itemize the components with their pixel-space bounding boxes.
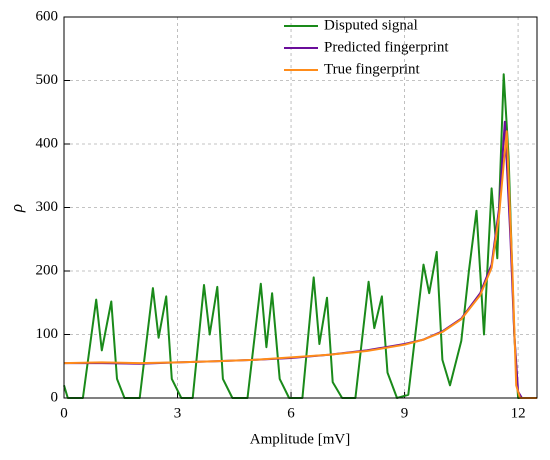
plot-frame <box>63 16 538 399</box>
x-tick-label: 12 <box>511 405 526 421</box>
y-tick-label: 500 <box>36 72 59 88</box>
y-tick-label: 0 <box>51 389 59 405</box>
legend-label: Predicted fingerprint <box>324 39 449 55</box>
y-tick-label: 600 <box>36 8 59 24</box>
line-series <box>63 73 537 399</box>
x-tick-label: 6 <box>287 405 295 421</box>
legend-label: True fingerprint <box>324 61 421 77</box>
line-series <box>63 130 537 399</box>
y-tick-label: 300 <box>36 199 59 215</box>
y-tick-label: 400 <box>36 135 59 151</box>
y-tick-label: 100 <box>36 326 59 342</box>
y-tick-label: 200 <box>36 262 59 278</box>
y-axis-label: ρ <box>7 204 26 213</box>
x-tick-label: 3 <box>174 405 182 421</box>
x-tick-label: 0 <box>60 405 68 421</box>
legend-label: Disputed signal <box>324 17 418 33</box>
x-axis-label: Amplitude [mV] <box>250 431 350 447</box>
x-tick-label: 9 <box>401 405 409 421</box>
